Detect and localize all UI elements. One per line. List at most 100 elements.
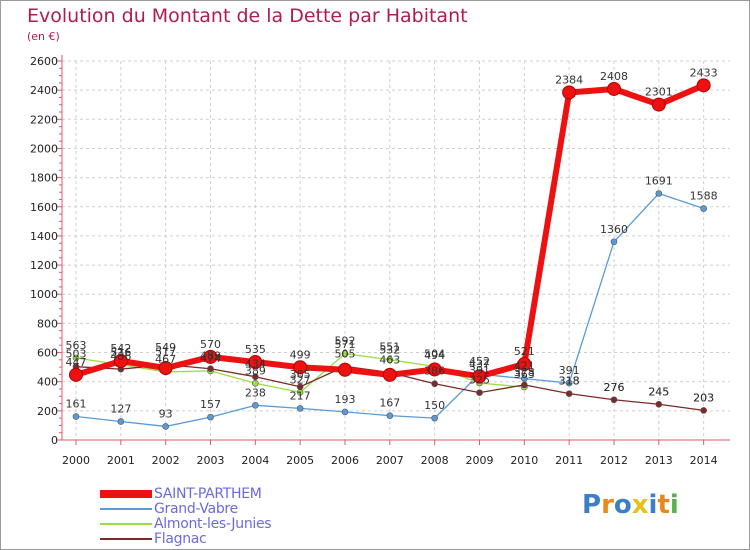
data-labels: 161 127 93 157 238 217 193 167 150 452 421 391 1360 1… (66, 66, 718, 420)
data-point (610, 396, 618, 404)
logo-letter: i (669, 490, 679, 520)
y-tick-label: 600 (37, 347, 58, 360)
data-label: 203 (693, 391, 714, 404)
logo-letter: o (613, 490, 632, 520)
data-point (517, 357, 532, 372)
data-label: 276 (603, 381, 624, 394)
data-point (293, 360, 308, 375)
axes (56, 55, 730, 445)
data-point (565, 379, 573, 387)
legend-item: Almont-les-Junies (100, 516, 272, 532)
y-tick-label: 400 (37, 376, 58, 389)
y-tick-label: 1400 (30, 230, 58, 243)
data-label: 245 (648, 385, 669, 398)
x-tick-label: 2014 (690, 454, 718, 467)
data-label: 447 (66, 356, 87, 369)
data-label: 517 (155, 346, 176, 359)
data-label: 1691 (645, 175, 673, 188)
data-label: 2384 (555, 73, 583, 86)
data-point (72, 354, 80, 362)
data-label: 93 (159, 407, 173, 420)
series-lines (69, 78, 711, 430)
data-label: 489 (200, 350, 221, 363)
y-tick-label: 0 (51, 434, 58, 447)
logo-letter: i (648, 490, 658, 520)
x-tick-label: 2011 (555, 454, 583, 467)
data-label: 245 (648, 385, 669, 398)
data-label: 127 (110, 402, 131, 415)
proxiti-logo: Proxiti (582, 490, 679, 520)
data-point (427, 362, 442, 377)
data-point (700, 407, 707, 414)
data-label: 421 (514, 360, 535, 373)
data-point (472, 369, 487, 384)
logo-letter: t (657, 490, 670, 520)
data-point (386, 412, 394, 419)
x-tick-label: 2006 (331, 454, 359, 467)
data-label: 499 (290, 348, 311, 361)
data-point (337, 362, 352, 377)
data-point (296, 383, 304, 391)
data-point (252, 379, 259, 387)
data-label: 516 (110, 346, 131, 359)
data-point (341, 408, 349, 416)
data-label: 2408 (600, 70, 628, 83)
data-point (158, 360, 173, 375)
data-label: 363 (514, 368, 535, 381)
legend-label: SAINT-PARTHEM (154, 485, 262, 502)
y-tick-label: 1600 (30, 201, 58, 214)
data-label: 570 (200, 338, 221, 351)
data-point (606, 81, 621, 96)
data-point (203, 349, 218, 364)
legend-swatch (100, 537, 152, 540)
data-point (655, 400, 663, 408)
x-tick-label: 2002 (152, 454, 180, 467)
y-tick-label: 1000 (30, 288, 58, 301)
data-point (655, 190, 663, 197)
x-tick-label: 2000 (62, 454, 90, 467)
data-point (162, 423, 169, 430)
data-point (386, 356, 394, 363)
x-tick-label: 2005 (286, 454, 314, 467)
y-tick-label: 2400 (30, 84, 58, 97)
data-label: 503 (66, 348, 87, 361)
data-label: 452 (469, 355, 490, 368)
data-point (431, 380, 438, 388)
data-label: 391 (469, 364, 490, 377)
data-label: 391 (559, 364, 580, 377)
data-label: 535 (245, 343, 266, 356)
data-point (476, 389, 483, 396)
logo-letter: x (631, 490, 649, 520)
data-label: 389 (245, 364, 266, 377)
data-label: 378 (514, 366, 535, 379)
legend-label: Grand-Vabre (154, 500, 238, 517)
data-label: 542 (110, 342, 131, 355)
data-label: 157 (200, 398, 221, 411)
data-point (521, 381, 528, 389)
grid-lines (62, 60, 730, 441)
data-label: 463 (379, 354, 400, 367)
data-point (296, 405, 304, 412)
x-tick-label: 2013 (645, 454, 673, 467)
y-tick-label: 200 (37, 405, 58, 418)
data-label: 238 (245, 386, 266, 399)
data-point (207, 365, 214, 373)
y-tick-labels: 0 200 400 600 800 1000 1200 1400 1600 1800 2000 220… (30, 55, 58, 447)
data-label: 327 (290, 373, 311, 386)
data-point (562, 85, 577, 100)
data-point (72, 413, 80, 420)
data-label: 318 (559, 375, 580, 388)
data-point (69, 367, 83, 382)
data-label: 167 (379, 397, 400, 410)
logo-letter: P (582, 490, 602, 520)
data-label: 1588 (690, 190, 718, 203)
legend-item: Flagnac (100, 531, 207, 547)
legend-swatch (100, 522, 152, 525)
data-label: 467 (155, 353, 176, 366)
y-tick-label: 2000 (30, 142, 58, 155)
data-label: 1360 (600, 223, 628, 236)
data-label: 474 (200, 352, 221, 365)
data-point (431, 414, 438, 422)
data-point (207, 413, 214, 421)
data-label: 494 (424, 349, 445, 362)
